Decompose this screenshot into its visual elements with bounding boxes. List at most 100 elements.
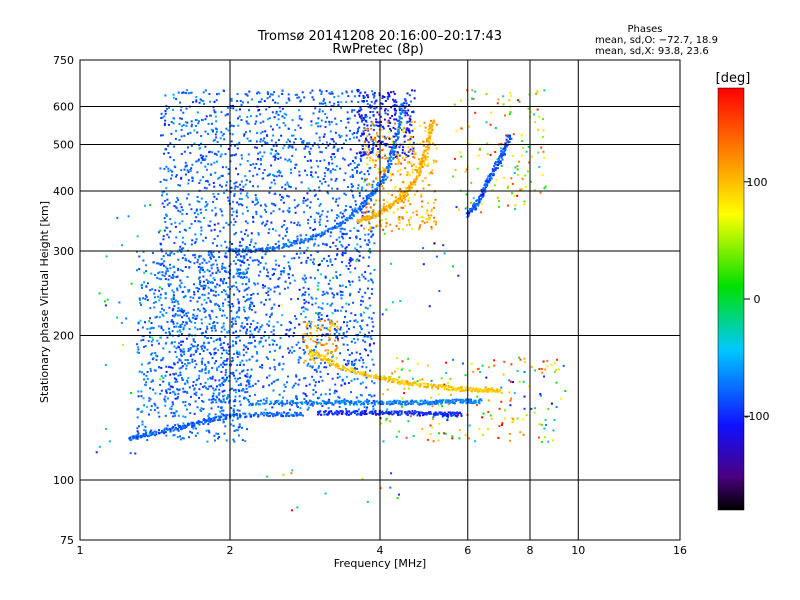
data-point: [303, 352, 306, 355]
data-point: [265, 292, 268, 294]
data-point: [538, 368, 541, 370]
data-point: [145, 431, 148, 434]
data-point: [247, 380, 250, 383]
data-point: [342, 157, 344, 160]
data-point: [171, 289, 174, 292]
data-point: [186, 381, 189, 384]
data-point: [197, 422, 200, 425]
data-point: [343, 401, 346, 404]
data-point: [193, 253, 196, 256]
data-point: [396, 152, 399, 155]
data-point: [184, 243, 187, 246]
data-point: [396, 367, 399, 370]
data-point: [219, 418, 222, 421]
data-point: [283, 112, 286, 115]
data-point: [335, 217, 338, 219]
data-point: [452, 358, 455, 361]
data-point: [337, 148, 340, 150]
data-point: [281, 107, 284, 110]
data-point: [226, 395, 229, 398]
data-point: [289, 349, 292, 352]
data-point: [155, 315, 158, 318]
data-point: [194, 434, 197, 437]
data-point: [218, 436, 221, 438]
data-point: [192, 345, 195, 348]
data-point: [277, 247, 280, 249]
data-point: [286, 194, 289, 197]
data-point: [257, 201, 259, 204]
data-point: [367, 233, 370, 236]
data-point: [202, 100, 205, 103]
data-point: [290, 509, 293, 512]
data-point: [327, 192, 330, 195]
data-point: [246, 391, 249, 393]
data-point: [210, 289, 213, 292]
data-point: [296, 235, 299, 238]
data-point: [306, 322, 309, 325]
data-point: [163, 205, 166, 208]
data-point: [284, 183, 287, 186]
data-point: [384, 109, 386, 112]
data-point: [246, 293, 249, 296]
data-point: [348, 129, 351, 132]
data-point: [179, 438, 182, 441]
data-point: [163, 152, 165, 155]
data-point: [504, 114, 506, 117]
data-point: [265, 313, 268, 316]
data-point: [172, 291, 175, 294]
data-point: [173, 315, 176, 318]
data-point: [164, 431, 167, 434]
data-point: [245, 318, 248, 321]
data-point: [173, 205, 176, 208]
data-point: [319, 180, 322, 183]
data-point: [294, 163, 297, 166]
data-point: [368, 137, 371, 140]
data-point: [291, 386, 294, 389]
data-point: [198, 283, 201, 286]
data-point: [357, 127, 360, 130]
data-point: [291, 346, 294, 349]
data-point: [197, 158, 200, 161]
data-point: [262, 221, 265, 224]
data-point: [174, 166, 177, 169]
data-point: [172, 266, 175, 269]
data-point: [519, 188, 522, 191]
data-point: [344, 209, 347, 211]
data-point: [251, 355, 254, 358]
data-point: [167, 283, 170, 286]
data-point: [392, 140, 394, 143]
data-point: [201, 347, 203, 350]
data-point: [390, 149, 393, 152]
data-point: [259, 215, 262, 218]
data-point: [408, 142, 411, 145]
data-point: [227, 276, 230, 279]
data-point: [364, 211, 367, 214]
data-points: [95, 89, 567, 512]
data-point: [508, 391, 511, 394]
data-point: [307, 187, 310, 190]
data-point: [402, 201, 405, 204]
data-point: [373, 92, 376, 94]
data-point: [398, 493, 400, 496]
data-point: [511, 154, 514, 157]
data-point: [336, 320, 339, 323]
data-point: [371, 212, 374, 215]
data-point: [136, 269, 138, 272]
data-point: [348, 216, 351, 219]
data-point: [198, 370, 201, 373]
data-point: [340, 309, 342, 312]
data-point: [237, 384, 240, 387]
data-point: [239, 268, 242, 271]
data-point: [193, 340, 196, 343]
data-point: [208, 183, 211, 186]
data-point: [429, 171, 432, 174]
data-point: [281, 92, 284, 95]
data-point: [252, 384, 254, 387]
data-point: [249, 376, 251, 379]
data-point: [435, 123, 438, 126]
data-point: [275, 400, 278, 403]
data-point: [280, 324, 283, 327]
data-point: [401, 199, 403, 202]
data-point: [182, 427, 185, 429]
data-point: [182, 247, 185, 250]
